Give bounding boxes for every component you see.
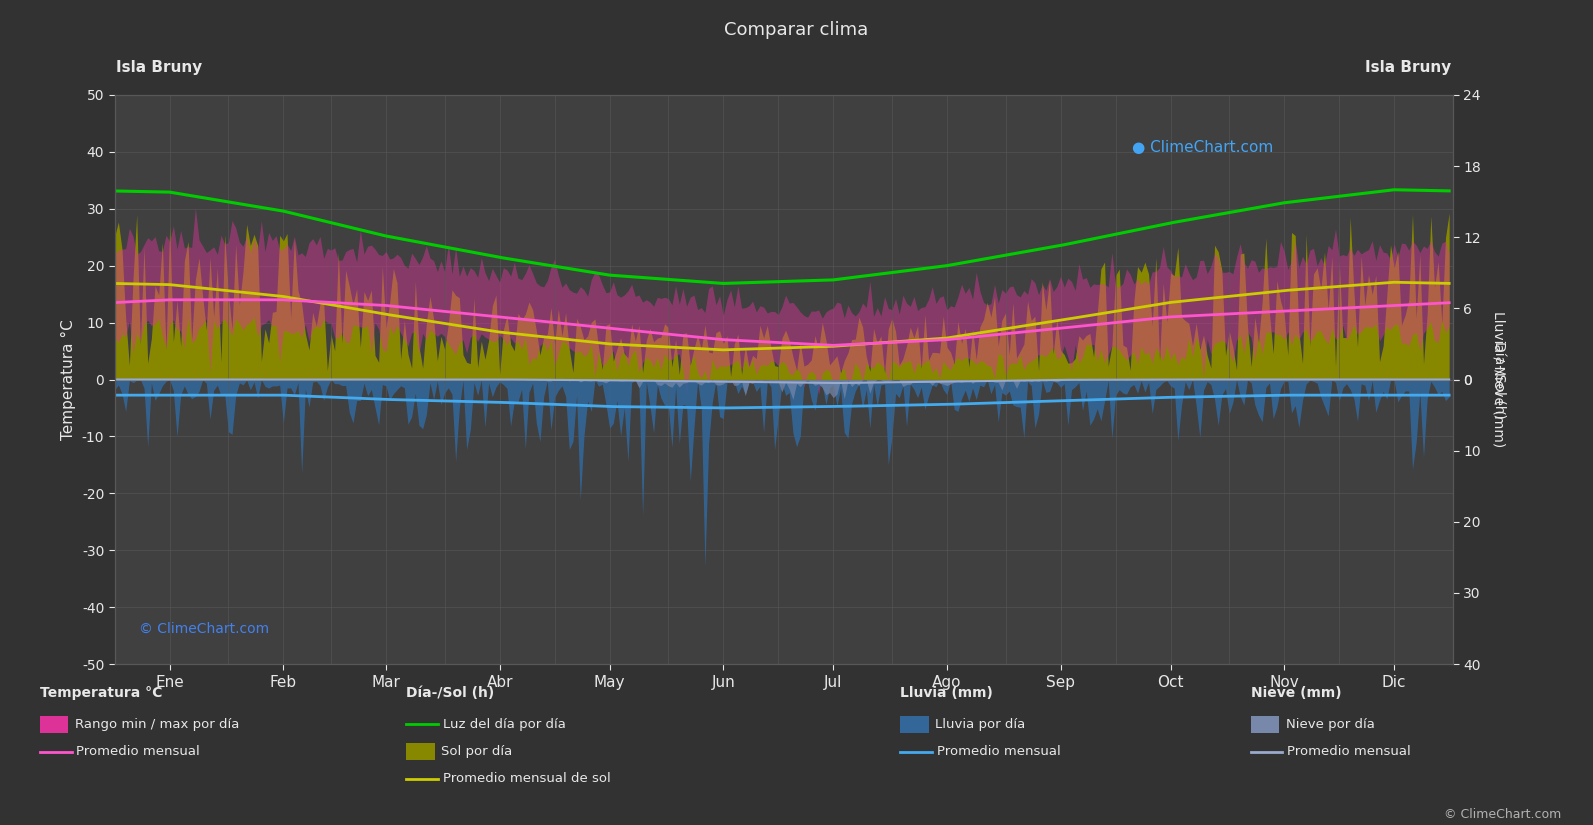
- Text: © ClimeChart.com: © ClimeChart.com: [1443, 808, 1561, 821]
- Text: © ClimeChart.com: © ClimeChart.com: [139, 622, 269, 636]
- Text: Promedio mensual de sol: Promedio mensual de sol: [443, 772, 610, 785]
- Text: Sol por día: Sol por día: [441, 745, 513, 758]
- Text: Comparar clima: Comparar clima: [725, 21, 868, 39]
- Text: Promedio mensual: Promedio mensual: [76, 745, 201, 758]
- Text: Isla Bruny: Isla Bruny: [1365, 60, 1451, 75]
- Text: Día-/Sol (h): Día-/Sol (h): [406, 686, 494, 700]
- Y-axis label: Lluvia / Nieve (mm): Lluvia / Nieve (mm): [1493, 311, 1505, 448]
- Text: Isla Bruny: Isla Bruny: [116, 60, 202, 75]
- Text: Nieve (mm): Nieve (mm): [1251, 686, 1341, 700]
- Text: ● ClimeChart.com: ● ClimeChart.com: [1131, 139, 1273, 155]
- Text: Promedio mensual: Promedio mensual: [937, 745, 1061, 758]
- Text: Luz del día por día: Luz del día por día: [443, 718, 566, 731]
- Text: Lluvia por día: Lluvia por día: [935, 718, 1026, 731]
- Text: Rango min / max por día: Rango min / max por día: [75, 718, 239, 731]
- Text: Lluvia (mm): Lluvia (mm): [900, 686, 992, 700]
- Y-axis label: Temperatura °C: Temperatura °C: [61, 319, 76, 440]
- Text: Temperatura °C: Temperatura °C: [40, 686, 162, 700]
- Text: Nieve por día: Nieve por día: [1286, 718, 1375, 731]
- Y-axis label: Día-/Sol (h): Día-/Sol (h): [1493, 341, 1505, 418]
- Text: Promedio mensual: Promedio mensual: [1287, 745, 1411, 758]
